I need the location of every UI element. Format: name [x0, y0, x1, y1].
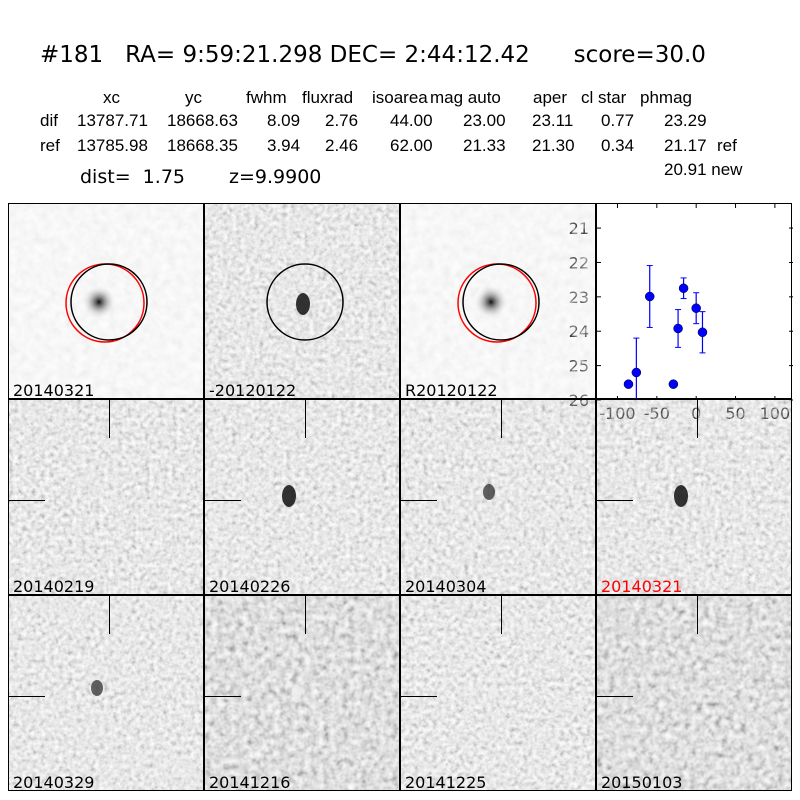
- table-cell: 21.33: [463, 136, 506, 155]
- z-value: z=9.9900: [229, 166, 322, 188]
- table-cell: 13787.71: [77, 111, 148, 130]
- noise-image: [401, 204, 595, 398]
- column-header: isoarea: [372, 88, 428, 107]
- column-header: mag auto: [430, 88, 501, 107]
- crosshair-vertical: [305, 400, 306, 438]
- table-cell: 0.77: [601, 111, 635, 130]
- image-cutout: 20140226: [204, 399, 400, 595]
- data-point: [678, 283, 689, 293]
- table-cell: 23.00: [463, 111, 506, 130]
- image-cutout: 20140321: [596, 399, 792, 595]
- noise-image: [401, 596, 595, 790]
- table-cell: 8.09: [267, 111, 301, 130]
- crosshair-vertical: [697, 400, 698, 438]
- table-cell: 2.76: [325, 111, 359, 130]
- noise-image: [9, 204, 203, 398]
- table-cell: 44.00: [390, 111, 433, 130]
- noise-image: [401, 400, 595, 594]
- image-cutout: 20140321: [8, 203, 204, 399]
- new-mag: 20.91 new: [664, 160, 743, 179]
- image-cutout: 20141216: [204, 595, 400, 791]
- date-label: R20120122: [405, 381, 498, 399]
- chart-plot: 212223242526-100-50050100: [569, 204, 793, 423]
- crosshair-vertical: [305, 596, 306, 634]
- data-point: [673, 323, 683, 334]
- crosshair-horizontal: [9, 696, 45, 697]
- crosshair-vertical: [697, 596, 698, 634]
- date-label: 20141225: [405, 773, 487, 791]
- crosshair-vertical: [501, 400, 502, 438]
- crosshair-vertical: [109, 596, 110, 634]
- black-aperture-circle: [462, 263, 540, 341]
- data-point: [631, 367, 642, 378]
- image-cutout: 20140219: [8, 399, 204, 595]
- crosshair-horizontal: [597, 500, 633, 501]
- dist-value: dist= 1.75: [80, 166, 185, 188]
- crosshair-horizontal: [597, 696, 633, 697]
- crosshair-horizontal: [401, 696, 437, 697]
- date-label: 20140304: [405, 577, 487, 595]
- noise-image: [597, 400, 791, 594]
- table-cell: 3.94: [267, 136, 301, 155]
- data-point: [697, 327, 708, 338]
- table-cell: 18668.63: [167, 111, 238, 130]
- column-header: xc: [103, 88, 120, 107]
- light-curve-chart: 212223242526-100-50050100: [569, 203, 793, 423]
- table-cell: 21.17: [664, 136, 707, 155]
- row-label: ref: [40, 136, 60, 155]
- image-cutout: 20140329: [8, 595, 204, 791]
- data-point: [668, 379, 679, 389]
- table-cell: 2.46: [325, 136, 359, 155]
- date-label: 20140329: [13, 773, 95, 791]
- table-cell: 21.30: [532, 136, 575, 155]
- table-cell: 62.00: [390, 136, 433, 155]
- crosshair-vertical: [501, 596, 502, 634]
- date-label: 20140321: [601, 577, 683, 595]
- column-header: fwhm: [246, 88, 287, 107]
- noise-image: [205, 204, 399, 398]
- black-aperture-circle: [70, 263, 148, 341]
- row-note: ref: [717, 136, 737, 155]
- noise-image: [205, 400, 399, 594]
- crosshair-horizontal: [401, 500, 437, 501]
- date-label: 20150103: [601, 773, 683, 791]
- date-label: -20120122: [209, 381, 297, 399]
- black-aperture-circle: [266, 263, 344, 341]
- image-cutout: -20120122: [204, 203, 400, 399]
- image-cutout: 20150103: [596, 595, 792, 791]
- image-cutout: 20141225: [400, 595, 596, 791]
- table-cell: 13785.98: [77, 136, 148, 155]
- noise-image: [205, 596, 399, 790]
- date-label: 20140219: [13, 577, 95, 595]
- table-cell: 23.29: [664, 111, 707, 130]
- noise-image: [9, 400, 203, 594]
- column-header: fluxrad: [302, 88, 354, 107]
- crosshair-vertical: [109, 400, 110, 438]
- column-header: aper: [533, 88, 568, 107]
- data-point: [644, 291, 655, 302]
- data-point: [691, 303, 701, 313]
- candidate-title: #181 RA= 9:59:21.298 DEC= 2:44:12.42 sco…: [40, 42, 706, 68]
- date-label: 20141216: [209, 773, 291, 791]
- table-cell: 0.34: [601, 136, 635, 155]
- crosshair-horizontal: [9, 500, 45, 501]
- crosshair-horizontal: [205, 696, 241, 697]
- crosshair-horizontal: [205, 500, 241, 501]
- noise-image: [9, 596, 203, 790]
- date-label: 20140321: [13, 381, 95, 399]
- data-point: [623, 379, 634, 389]
- column-header: yc: [185, 88, 202, 107]
- column-header: phmag: [640, 88, 692, 107]
- table-cell: 23.11: [532, 111, 574, 130]
- table-cell: 18668.35: [167, 136, 238, 155]
- noise-image: [597, 596, 791, 790]
- row-label: dif: [40, 111, 58, 130]
- image-cutout: 20140304: [400, 399, 596, 595]
- date-label: 20140226: [209, 577, 291, 595]
- column-header: cl star: [581, 88, 627, 107]
- image-cutout: R20120122: [400, 203, 596, 399]
